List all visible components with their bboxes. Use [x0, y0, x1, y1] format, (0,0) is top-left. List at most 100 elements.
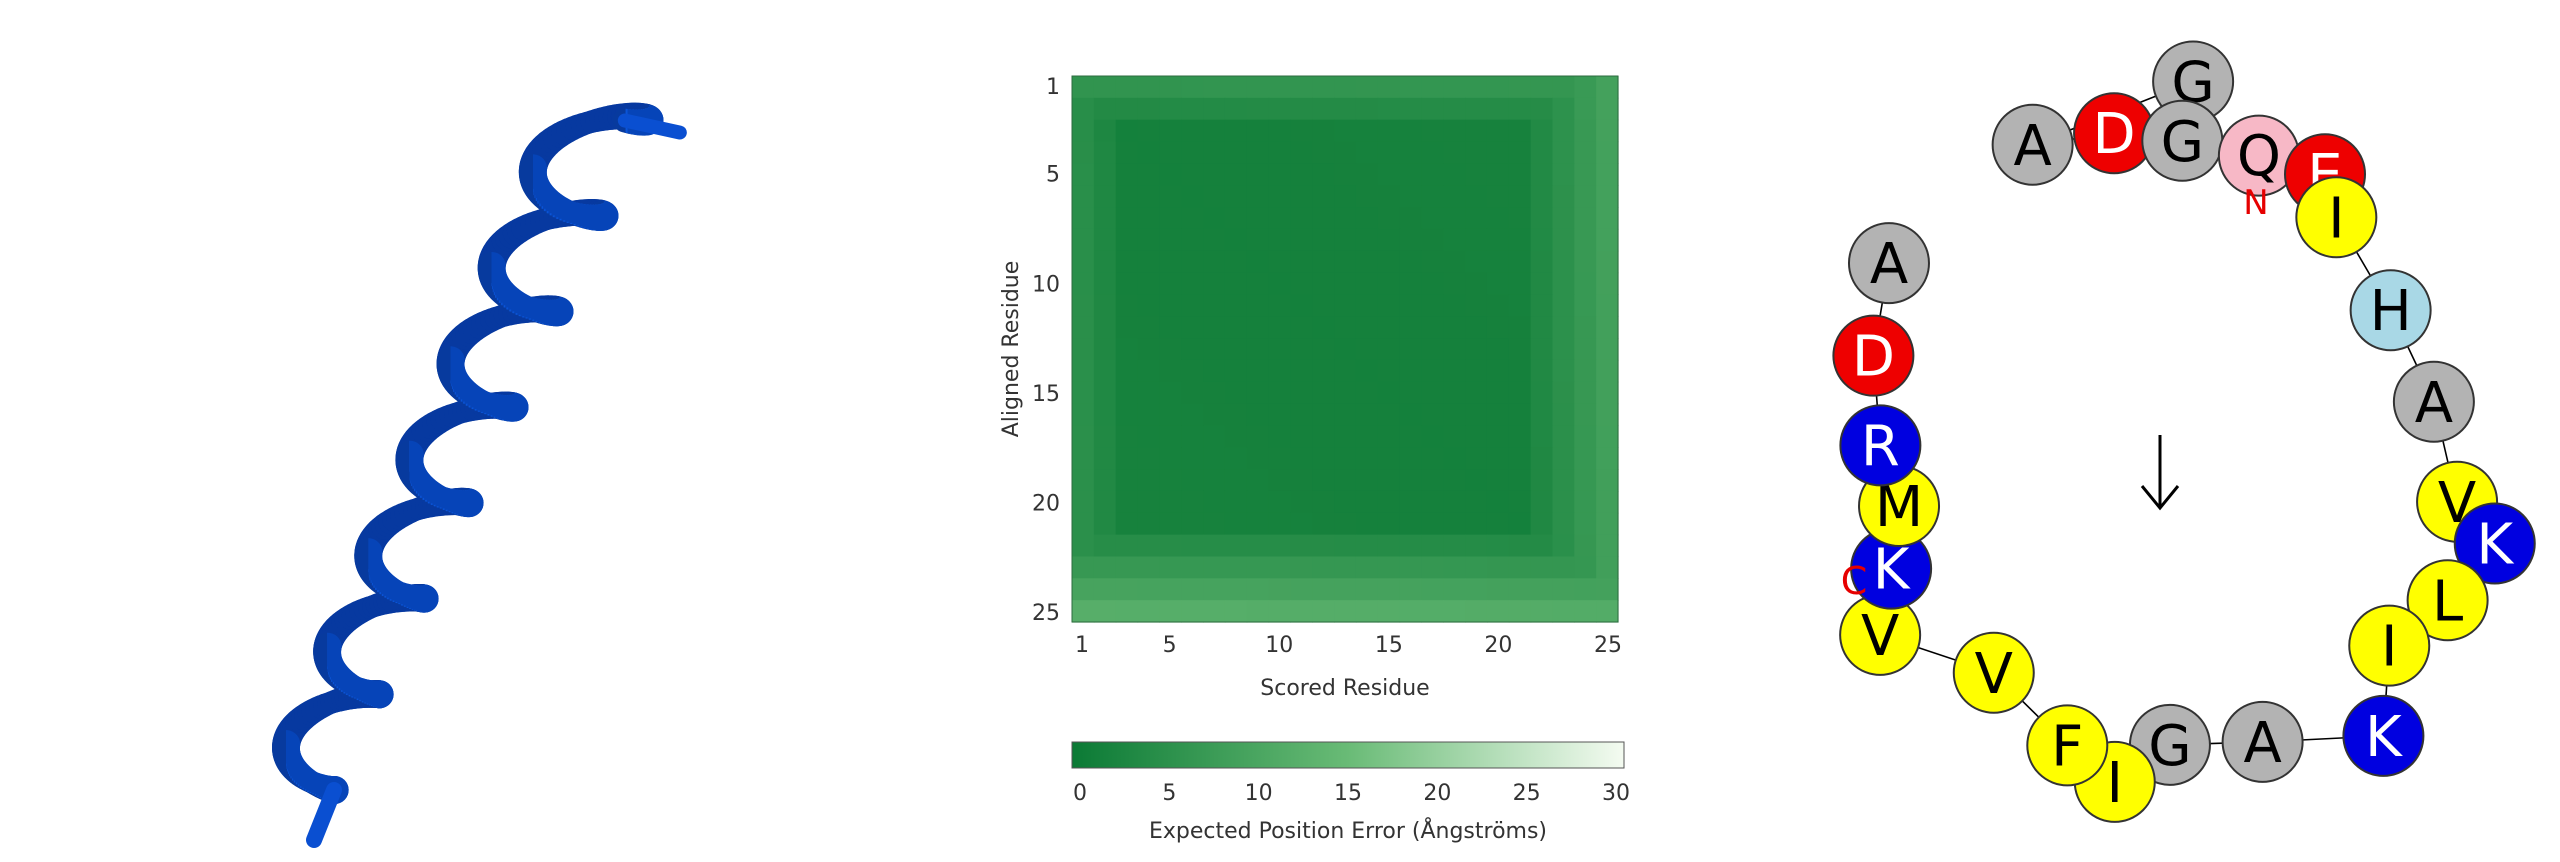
heatmap-cell — [1334, 556, 1356, 578]
heatmap-cell — [1465, 163, 1487, 185]
heatmap-cell — [1552, 404, 1574, 426]
heatmap-cell — [1138, 382, 1160, 404]
heatmap-cell — [1159, 229, 1181, 251]
heatmap-cell — [1421, 491, 1443, 513]
heatmap-cell — [1116, 491, 1138, 513]
heatmap-cell — [1465, 600, 1487, 622]
heatmap-cell — [1596, 316, 1618, 338]
heatmap-cell — [1225, 469, 1247, 491]
heatmap-cell — [1290, 316, 1312, 338]
heatmap-cell — [1421, 142, 1443, 164]
x-tick-label: 10 — [1265, 633, 1293, 658]
heatmap-cell — [1552, 98, 1574, 120]
residue-node: R — [1840, 405, 1920, 485]
heatmap-cell — [1487, 382, 1509, 404]
colorbar-tick-label: 5 — [1162, 781, 1176, 806]
heatmap-cell — [1465, 338, 1487, 360]
heatmap-cell — [1378, 447, 1400, 469]
heatmap-cell — [1116, 404, 1138, 426]
heatmap-cell — [1159, 578, 1181, 600]
heatmap-cell — [1509, 535, 1531, 557]
heatmap-cell — [1552, 578, 1574, 600]
heatmap-cell — [1443, 76, 1465, 98]
heatmap-cell — [1203, 469, 1225, 491]
residue-letter: K — [2476, 512, 2514, 577]
heatmap-cell — [1334, 98, 1356, 120]
heatmap-cell — [1181, 382, 1203, 404]
heatmap-cell — [1400, 229, 1422, 251]
heatmap-cell — [1094, 513, 1116, 535]
heatmap-cell — [1421, 294, 1443, 316]
heatmap-cell — [1378, 425, 1400, 447]
heatmap-cell — [1116, 425, 1138, 447]
heatmap-cell — [1443, 556, 1465, 578]
heatmap-cell — [1487, 360, 1509, 382]
heatmap-cell — [1072, 316, 1094, 338]
heatmap-cell — [1596, 185, 1618, 207]
heatmap-cell — [1247, 207, 1269, 229]
heatmap-cell — [1356, 404, 1378, 426]
residue-letter: G — [2148, 714, 2191, 779]
heatmap-cell — [1225, 600, 1247, 622]
heatmap-cell — [1116, 120, 1138, 142]
heatmap-cell — [1072, 447, 1094, 469]
heatmap-cell — [1290, 513, 1312, 535]
heatmap-cell — [1531, 251, 1553, 273]
heatmap-cell — [1465, 535, 1487, 557]
heatmap-cell — [1574, 207, 1596, 229]
heatmap-cell — [1269, 447, 1291, 469]
heatmap-cell — [1356, 273, 1378, 295]
heatmap-cell — [1138, 76, 1160, 98]
heatmap-cell — [1203, 163, 1225, 185]
heatmap-cell — [1116, 338, 1138, 360]
heatmap-cell — [1290, 98, 1312, 120]
heatmap-cell — [1356, 98, 1378, 120]
c-terminus-label: C — [1841, 559, 1868, 603]
heatmap-cell — [1312, 316, 1334, 338]
heatmap-cell — [1312, 447, 1334, 469]
heatmap-cell — [1400, 382, 1422, 404]
heatmap-cell — [1225, 207, 1247, 229]
heatmap-cell — [1094, 229, 1116, 251]
heatmap-cell — [1574, 163, 1596, 185]
residue-letter: Q — [2237, 125, 2281, 190]
heatmap-cell — [1203, 491, 1225, 513]
heatmap-cell — [1487, 425, 1509, 447]
heatmap-cell — [1181, 229, 1203, 251]
heatmap-cell — [1443, 207, 1465, 229]
heatmap-cell — [1574, 382, 1596, 404]
y-tick-label: 15 — [1032, 382, 1060, 407]
heatmap-cell — [1159, 491, 1181, 513]
heatmap-cell — [1203, 578, 1225, 600]
heatmap-cell — [1531, 316, 1553, 338]
heatmap-cell — [1421, 469, 1443, 491]
heatmap-cell — [1072, 513, 1094, 535]
heatmap-cell — [1225, 513, 1247, 535]
heatmap-cell — [1225, 535, 1247, 557]
heatmap-cell — [1378, 338, 1400, 360]
n-terminus-label: N — [2243, 183, 2268, 223]
heatmap-cell — [1181, 142, 1203, 164]
heatmap-cell — [1356, 338, 1378, 360]
heatmap-cell — [1159, 360, 1181, 382]
heatmap-cell — [1225, 360, 1247, 382]
heatmap-cell — [1509, 491, 1531, 513]
heatmap-cell — [1509, 578, 1531, 600]
heatmap-cell — [1487, 142, 1509, 164]
residue-node: A — [2223, 702, 2303, 782]
heatmap-cell — [1400, 98, 1422, 120]
heatmap-cell — [1203, 425, 1225, 447]
heatmap-cell — [1181, 578, 1203, 600]
heatmap-cell — [1247, 142, 1269, 164]
heatmap-cell — [1159, 535, 1181, 557]
heatmap-cell — [1094, 207, 1116, 229]
heatmap-cell — [1269, 404, 1291, 426]
heatmap-cell — [1596, 469, 1618, 491]
x-tick-label: 1 — [1075, 633, 1089, 658]
heatmap-cell — [1334, 469, 1356, 491]
heatmap-cell — [1094, 535, 1116, 557]
heatmap-cell — [1181, 251, 1203, 273]
heatmap-cell — [1225, 316, 1247, 338]
heatmap-cell — [1334, 535, 1356, 557]
